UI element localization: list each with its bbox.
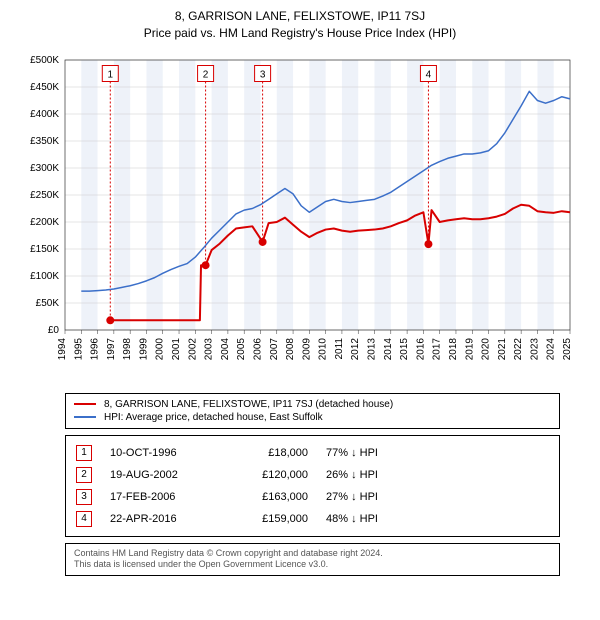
- svg-text:2018: 2018: [448, 337, 459, 360]
- svg-text:1997: 1997: [106, 337, 117, 360]
- license-text: Contains HM Land Registry data © Crown c…: [65, 543, 560, 576]
- svg-text:£250K: £250K: [30, 190, 59, 201]
- svg-text:2009: 2009: [301, 337, 312, 360]
- svg-text:1996: 1996: [90, 337, 101, 360]
- svg-text:£450K: £450K: [30, 82, 59, 93]
- svg-text:2005: 2005: [236, 337, 247, 360]
- svg-text:2010: 2010: [318, 337, 329, 360]
- event-price: £159,000: [228, 513, 308, 525]
- svg-text:1998: 1998: [122, 337, 133, 360]
- svg-text:2021: 2021: [497, 337, 508, 360]
- svg-text:2011: 2011: [334, 337, 345, 359]
- chart-area: £0 £50K £100K £150K £200K £250K £300K £350K £400…: [10, 50, 590, 385]
- event-marker: 4: [76, 511, 92, 527]
- svg-text:1: 1: [108, 69, 114, 80]
- event-marker: 3: [76, 489, 92, 505]
- event-row: 1 10-OCT-1996 £18,000 77% ↓ HPI: [76, 442, 549, 464]
- events-table: 1 10-OCT-1996 £18,000 77% ↓ HPI 2 19-AUG-2002…: [65, 435, 560, 537]
- svg-text:£300K: £300K: [30, 163, 59, 174]
- chart-title-1: 8, GARRISON LANE, FELIXSTOWE, IP11 7SJ: [10, 8, 590, 25]
- legend-swatch: [74, 416, 96, 418]
- svg-text:2024: 2024: [546, 337, 557, 360]
- event-price: £120,000: [228, 469, 308, 481]
- svg-text:2002: 2002: [187, 337, 198, 360]
- svg-text:1999: 1999: [138, 337, 149, 360]
- svg-text:2023: 2023: [529, 337, 540, 360]
- license-line-1: Contains HM Land Registry data © Crown c…: [74, 548, 551, 560]
- event-date: 10-OCT-1996: [110, 447, 210, 459]
- legend: 8, GARRISON LANE, FELIXSTOWE, IP11 7SJ (…: [65, 393, 560, 429]
- event-price: £18,000: [228, 447, 308, 459]
- svg-text:2022: 2022: [513, 337, 524, 360]
- svg-text:£500K: £500K: [30, 55, 59, 66]
- legend-label: HPI: Average price, detached house, East…: [104, 412, 323, 423]
- svg-text:2: 2: [203, 69, 209, 80]
- svg-text:£200K: £200K: [30, 217, 59, 228]
- event-row: 4 22-APR-2016 £159,000 48% ↓ HPI: [76, 508, 549, 530]
- svg-text:2012: 2012: [350, 337, 361, 360]
- event-diff: 77% ↓ HPI: [326, 447, 549, 459]
- svg-text:3: 3: [260, 69, 266, 80]
- svg-text:2014: 2014: [383, 337, 394, 360]
- event-diff: 48% ↓ HPI: [326, 513, 549, 525]
- svg-text:2008: 2008: [285, 337, 296, 360]
- event-diff: 26% ↓ HPI: [326, 469, 549, 481]
- event-marker: 2: [76, 467, 92, 483]
- svg-text:2001: 2001: [171, 337, 182, 360]
- svg-text:£350K: £350K: [30, 136, 59, 147]
- svg-text:£100K: £100K: [30, 271, 59, 282]
- svg-text:4: 4: [426, 69, 432, 80]
- license-line-2: This data is licensed under the Open Gov…: [74, 559, 551, 571]
- svg-text:£150K: £150K: [30, 244, 59, 255]
- event-price: £163,000: [228, 491, 308, 503]
- event-date: 22-APR-2016: [110, 513, 210, 525]
- svg-text:£400K: £400K: [30, 109, 59, 120]
- event-diff: 27% ↓ HPI: [326, 491, 549, 503]
- svg-text:2013: 2013: [367, 337, 378, 360]
- svg-text:1995: 1995: [73, 337, 84, 360]
- legend-label: 8, GARRISON LANE, FELIXSTOWE, IP11 7SJ (…: [104, 399, 393, 410]
- event-row: 2 19-AUG-2002 £120,000 26% ↓ HPI: [76, 464, 549, 486]
- legend-swatch: [74, 403, 96, 405]
- svg-text:2000: 2000: [155, 337, 166, 360]
- svg-text:£0: £0: [48, 325, 60, 336]
- svg-text:2004: 2004: [220, 337, 231, 360]
- event-marker: 1: [76, 445, 92, 461]
- svg-text:2019: 2019: [464, 337, 475, 360]
- svg-text:2007: 2007: [269, 337, 280, 360]
- chart-title-2: Price paid vs. HM Land Registry's House …: [10, 25, 590, 42]
- svg-text:2015: 2015: [399, 337, 410, 360]
- svg-text:2017: 2017: [432, 337, 443, 360]
- svg-text:2025: 2025: [562, 337, 573, 360]
- svg-text:2006: 2006: [252, 337, 263, 360]
- line-chart: £0 £50K £100K £150K £200K £250K £300K £350K £400…: [10, 50, 590, 380]
- legend-item: HPI: Average price, detached house, East…: [74, 411, 551, 424]
- legend-item: 8, GARRISON LANE, FELIXSTOWE, IP11 7SJ (…: [74, 398, 551, 411]
- event-row: 3 17-FEB-2006 £163,000 27% ↓ HPI: [76, 486, 549, 508]
- svg-text:2003: 2003: [204, 337, 215, 360]
- svg-text:1994: 1994: [57, 337, 68, 360]
- svg-text:2020: 2020: [481, 337, 492, 360]
- event-date: 17-FEB-2006: [110, 491, 210, 503]
- event-date: 19-AUG-2002: [110, 469, 210, 481]
- svg-text:£50K: £50K: [36, 298, 60, 309]
- svg-text:2016: 2016: [415, 337, 426, 360]
